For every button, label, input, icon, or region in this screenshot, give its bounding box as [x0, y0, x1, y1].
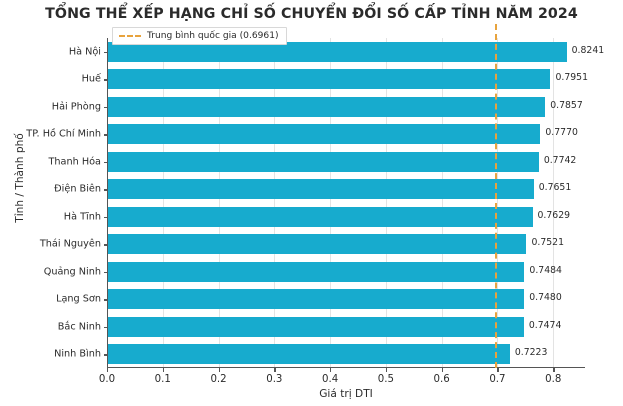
- bar-row: 0.7651: [107, 176, 585, 204]
- y-axis-tick-label: Hà Nội: [68, 46, 101, 58]
- bar-row: 0.7629: [107, 203, 585, 231]
- bar-row: 0.7521: [107, 231, 585, 259]
- bar[interactable]: [107, 344, 510, 365]
- bar-row: 0.7857: [107, 93, 585, 121]
- x-axis-tick-label: 0.1: [154, 374, 171, 385]
- chart-legend[interactable]: Trung bình quốc gia (0.6961): [112, 27, 287, 45]
- national-average-line: [495, 24, 498, 368]
- y-axis-tick-label: Ninh Bình: [54, 348, 101, 360]
- y-axis-tick-label: Huế: [81, 73, 101, 85]
- y-axis-tick-mark: [103, 244, 108, 246]
- x-axis-spine: [107, 367, 585, 369]
- y-axis-tick-mark: [103, 134, 108, 136]
- x-axis-tick-mark: [330, 368, 332, 372]
- bar[interactable]: [107, 316, 524, 337]
- bar-value-label: 0.7770: [545, 127, 578, 138]
- bar-value-label: 0.7223: [514, 347, 548, 358]
- bar-row: 0.7742: [107, 148, 585, 176]
- bar[interactable]: [107, 41, 567, 62]
- bar[interactable]: [107, 69, 551, 90]
- x-axis-tick-label: 0.3: [266, 374, 283, 385]
- gridline: [441, 38, 443, 368]
- gridline: [218, 38, 220, 368]
- y-axis-tick-label: Hà Tĩnh: [63, 211, 101, 223]
- y-axis-tick-label: Hải Phòng: [51, 101, 101, 113]
- bar-row: 0.7480: [107, 286, 585, 314]
- y-axis-tick-labels: Hà Nội Huế Hải Phòng TP. Hồ Chí Minh Thanh H…: [0, 38, 101, 368]
- bar[interactable]: [107, 96, 546, 117]
- y-axis-tick-mark: [103, 106, 108, 109]
- x-axis-tick-mark: [441, 368, 443, 372]
- bar[interactable]: [107, 234, 527, 255]
- x-axis-tick-label: 0.6: [433, 374, 450, 385]
- bar[interactable]: [107, 206, 533, 227]
- bar-value-label: 0.7474: [528, 319, 562, 331]
- x-axis-tick-mark: [162, 368, 165, 372]
- gridline: [162, 38, 164, 368]
- y-axis-tick-label: Thanh Hóa: [48, 156, 101, 168]
- bar[interactable]: [107, 179, 534, 200]
- y-axis-tick-label: Lạng Sơn: [56, 293, 101, 305]
- legend-dashed-line-icon: [119, 35, 141, 37]
- x-axis-tick-mark: [553, 368, 555, 372]
- gridline: [497, 38, 499, 368]
- bar[interactable]: [107, 289, 525, 310]
- x-axis-tick-mark: [274, 368, 276, 372]
- bar[interactable]: [107, 124, 541, 145]
- x-axis-tick-mark: [385, 368, 388, 372]
- x-axis-tick-mark: [497, 368, 499, 372]
- bar-value-label: 0.7521: [531, 237, 565, 248]
- chart-title: TỔNG THỂ XẾP HẠNG CHỈ SỐ CHUYỂN ĐỔI SỐ C…: [45, 6, 578, 22]
- y-axis-tick-label: Điện Biên: [54, 183, 101, 195]
- y-axis-tick-mark: [103, 189, 108, 191]
- bar-value-label: 0.7629: [537, 209, 571, 221]
- y-axis-tick-mark: [103, 216, 108, 219]
- bar-row: 0.7951: [107, 66, 588, 94]
- y-axis-tick-mark: [103, 271, 108, 274]
- bar-value-label: 0.8241: [571, 44, 605, 56]
- y-axis-tick-label: Bắc Ninh: [57, 321, 101, 333]
- bar-value-label: 0.7951: [555, 72, 588, 83]
- gridline: [330, 38, 332, 368]
- bar-row: 0.7770: [107, 121, 585, 149]
- y-axis-tick-mark: [103, 79, 108, 81]
- gridline: [385, 38, 387, 368]
- x-axis-tick-label: 0.8: [545, 374, 562, 385]
- plot-area: 0.8241 0.7951 0.7857 0.7770 0.7742 0.7651 0.76…: [107, 38, 604, 369]
- bar-value-label: 0.7651: [538, 182, 572, 193]
- bar[interactable]: [107, 151, 539, 172]
- bar-value-label: 0.7742: [543, 154, 577, 166]
- bar-row: 0.7484: [107, 258, 585, 286]
- bar-row: 0.8241: [107, 38, 604, 66]
- y-axis-tick-mark: [103, 51, 108, 54]
- gridline: [553, 38, 555, 368]
- y-axis-title: Tỉnh / Thành phố: [14, 133, 26, 223]
- x-axis-tick-label: 0.2: [210, 374, 227, 385]
- bar-value-label: 0.7484: [529, 264, 562, 276]
- y-axis-spine: [107, 38, 109, 368]
- x-axis-tick-label: 0.7: [489, 374, 506, 385]
- plot-background: [107, 38, 585, 368]
- x-axis-title: Giá trị DTI: [319, 388, 373, 400]
- y-axis-tick-mark: [103, 299, 108, 301]
- gridline: [274, 38, 276, 368]
- x-axis-tick-label: 0.0: [98, 374, 116, 385]
- legend-label: Trung bình quốc gia (0.6961): [147, 31, 279, 41]
- x-axis-tick-label: 0.5: [377, 374, 394, 385]
- y-axis-tick-mark: [103, 326, 108, 329]
- y-axis-tick-mark: [103, 354, 108, 356]
- y-axis-tick-label: Thái Nguyên: [39, 238, 101, 250]
- y-axis-tick-label: Quảng Ninh: [43, 266, 101, 278]
- bar[interactable]: [107, 261, 525, 282]
- x-axis-tick-mark: [218, 368, 220, 372]
- bar-value-label: 0.7857: [550, 99, 583, 111]
- y-axis-tick-mark: [103, 161, 108, 164]
- bar-row: 0.7223: [107, 341, 585, 369]
- bar-row: 0.7474: [107, 313, 585, 341]
- y-axis-tick-label: TP. Hồ Chí Minh: [26, 128, 101, 140]
- x-axis-tick-label: 0.4: [321, 374, 339, 385]
- bar-value-label: 0.7480: [529, 292, 562, 303]
- x-axis-tick-mark: [107, 368, 109, 372]
